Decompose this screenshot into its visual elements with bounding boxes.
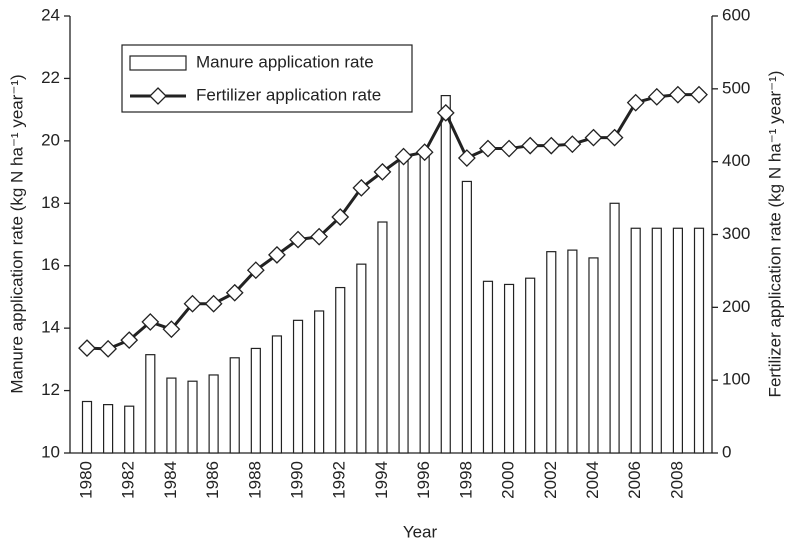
bar bbox=[588, 257, 599, 454]
marker bbox=[352, 178, 371, 197]
bar bbox=[419, 149, 430, 454]
bar bbox=[440, 94, 451, 454]
bar bbox=[271, 335, 283, 454]
marker bbox=[605, 128, 624, 147]
legend-swatch bbox=[129, 55, 187, 71]
y2-tick-label: 300 bbox=[722, 224, 750, 243]
marker bbox=[479, 139, 497, 158]
marker bbox=[225, 283, 244, 302]
bar bbox=[335, 286, 346, 454]
line bbox=[86, 93, 699, 351]
legend-marker bbox=[149, 87, 167, 105]
marker bbox=[162, 320, 181, 339]
y-tick-label: 16 bbox=[41, 255, 60, 274]
y2-tick-label: 100 bbox=[722, 370, 750, 389]
y-tick-label: 18 bbox=[41, 193, 60, 212]
bar bbox=[166, 377, 177, 454]
y2-tick-label: 0 bbox=[722, 442, 731, 461]
bar bbox=[546, 251, 557, 454]
y2-tick-label: 400 bbox=[722, 151, 750, 170]
bar bbox=[145, 354, 156, 454]
bar bbox=[377, 221, 388, 454]
marker bbox=[246, 261, 265, 280]
bar bbox=[124, 405, 135, 454]
marker bbox=[204, 294, 223, 313]
marker bbox=[415, 143, 434, 162]
y2-axis-title: Fertilizer application rate (kg N ha⁻¹ y… bbox=[765, 71, 784, 398]
marker bbox=[331, 208, 350, 226]
marker bbox=[373, 162, 392, 181]
marker bbox=[436, 103, 455, 122]
y2-tick-label: 200 bbox=[722, 297, 750, 316]
y-tick-label: 12 bbox=[41, 380, 60, 399]
y-tick-label: 24 bbox=[41, 5, 60, 24]
x-axis-title: Year bbox=[403, 522, 438, 541]
x-tick-label: 1998 bbox=[456, 461, 475, 499]
marker bbox=[457, 149, 476, 167]
y-axis-title: Manure application rate (kg N ha⁻¹ year⁻… bbox=[7, 74, 26, 393]
bar bbox=[314, 310, 325, 454]
bar bbox=[672, 227, 683, 454]
bar bbox=[229, 357, 240, 454]
y-tick-label: 20 bbox=[41, 130, 60, 149]
y-tick-label: 14 bbox=[41, 318, 60, 337]
marker bbox=[289, 230, 307, 249]
x-tick-label: 2002 bbox=[541, 461, 560, 499]
x-tick-label: 1990 bbox=[288, 461, 307, 499]
marker bbox=[542, 136, 561, 155]
marker bbox=[268, 245, 286, 264]
x-tick-label: 1982 bbox=[119, 461, 138, 499]
bar bbox=[208, 374, 219, 454]
x-tick-label: 1986 bbox=[203, 461, 222, 499]
marker bbox=[563, 135, 582, 154]
marker bbox=[394, 147, 413, 166]
marker bbox=[99, 339, 118, 358]
y2-tick-label: 600 bbox=[722, 5, 750, 24]
marker bbox=[690, 85, 708, 104]
bar bbox=[503, 283, 515, 454]
bar bbox=[187, 380, 198, 454]
marker bbox=[500, 139, 518, 158]
x-tick-label: 2004 bbox=[583, 461, 602, 499]
bar bbox=[356, 263, 367, 454]
bar bbox=[81, 400, 93, 454]
bar bbox=[651, 227, 662, 454]
bar bbox=[609, 202, 620, 454]
bar bbox=[525, 277, 536, 454]
x-tick-label: 2006 bbox=[625, 461, 644, 499]
x-tick-label: 1984 bbox=[161, 461, 180, 499]
marker bbox=[626, 93, 645, 112]
y2-tick-label: 500 bbox=[722, 78, 750, 97]
x-tick-label: 1996 bbox=[414, 461, 433, 499]
x-tick-label: 2000 bbox=[499, 461, 518, 499]
x-tick-label: 1980 bbox=[76, 461, 95, 499]
bar bbox=[461, 180, 472, 454]
bar bbox=[482, 280, 494, 454]
marker bbox=[521, 136, 540, 155]
marker bbox=[584, 128, 603, 147]
legend-label: Fertilizer application rate bbox=[196, 85, 381, 104]
bar bbox=[567, 249, 578, 454]
marker bbox=[183, 294, 202, 313]
marker bbox=[120, 331, 139, 350]
x-tick-label: 1992 bbox=[330, 461, 349, 499]
marker bbox=[647, 87, 666, 106]
legend-label: Manure application rate bbox=[196, 52, 374, 71]
marker bbox=[141, 312, 160, 331]
marker bbox=[78, 339, 96, 358]
y-tick-label: 22 bbox=[41, 68, 60, 87]
x-tick-label: 2008 bbox=[667, 461, 686, 499]
bar bbox=[292, 319, 304, 454]
bar bbox=[398, 155, 409, 454]
x-tick-label: 1994 bbox=[372, 461, 391, 499]
x-tick-label: 1988 bbox=[245, 461, 264, 499]
bar bbox=[103, 404, 114, 454]
marker bbox=[310, 227, 329, 246]
bar bbox=[693, 227, 705, 454]
y-tick-label: 10 bbox=[41, 442, 60, 461]
marker bbox=[668, 85, 687, 104]
bar bbox=[630, 227, 641, 454]
bar bbox=[250, 347, 261, 454]
